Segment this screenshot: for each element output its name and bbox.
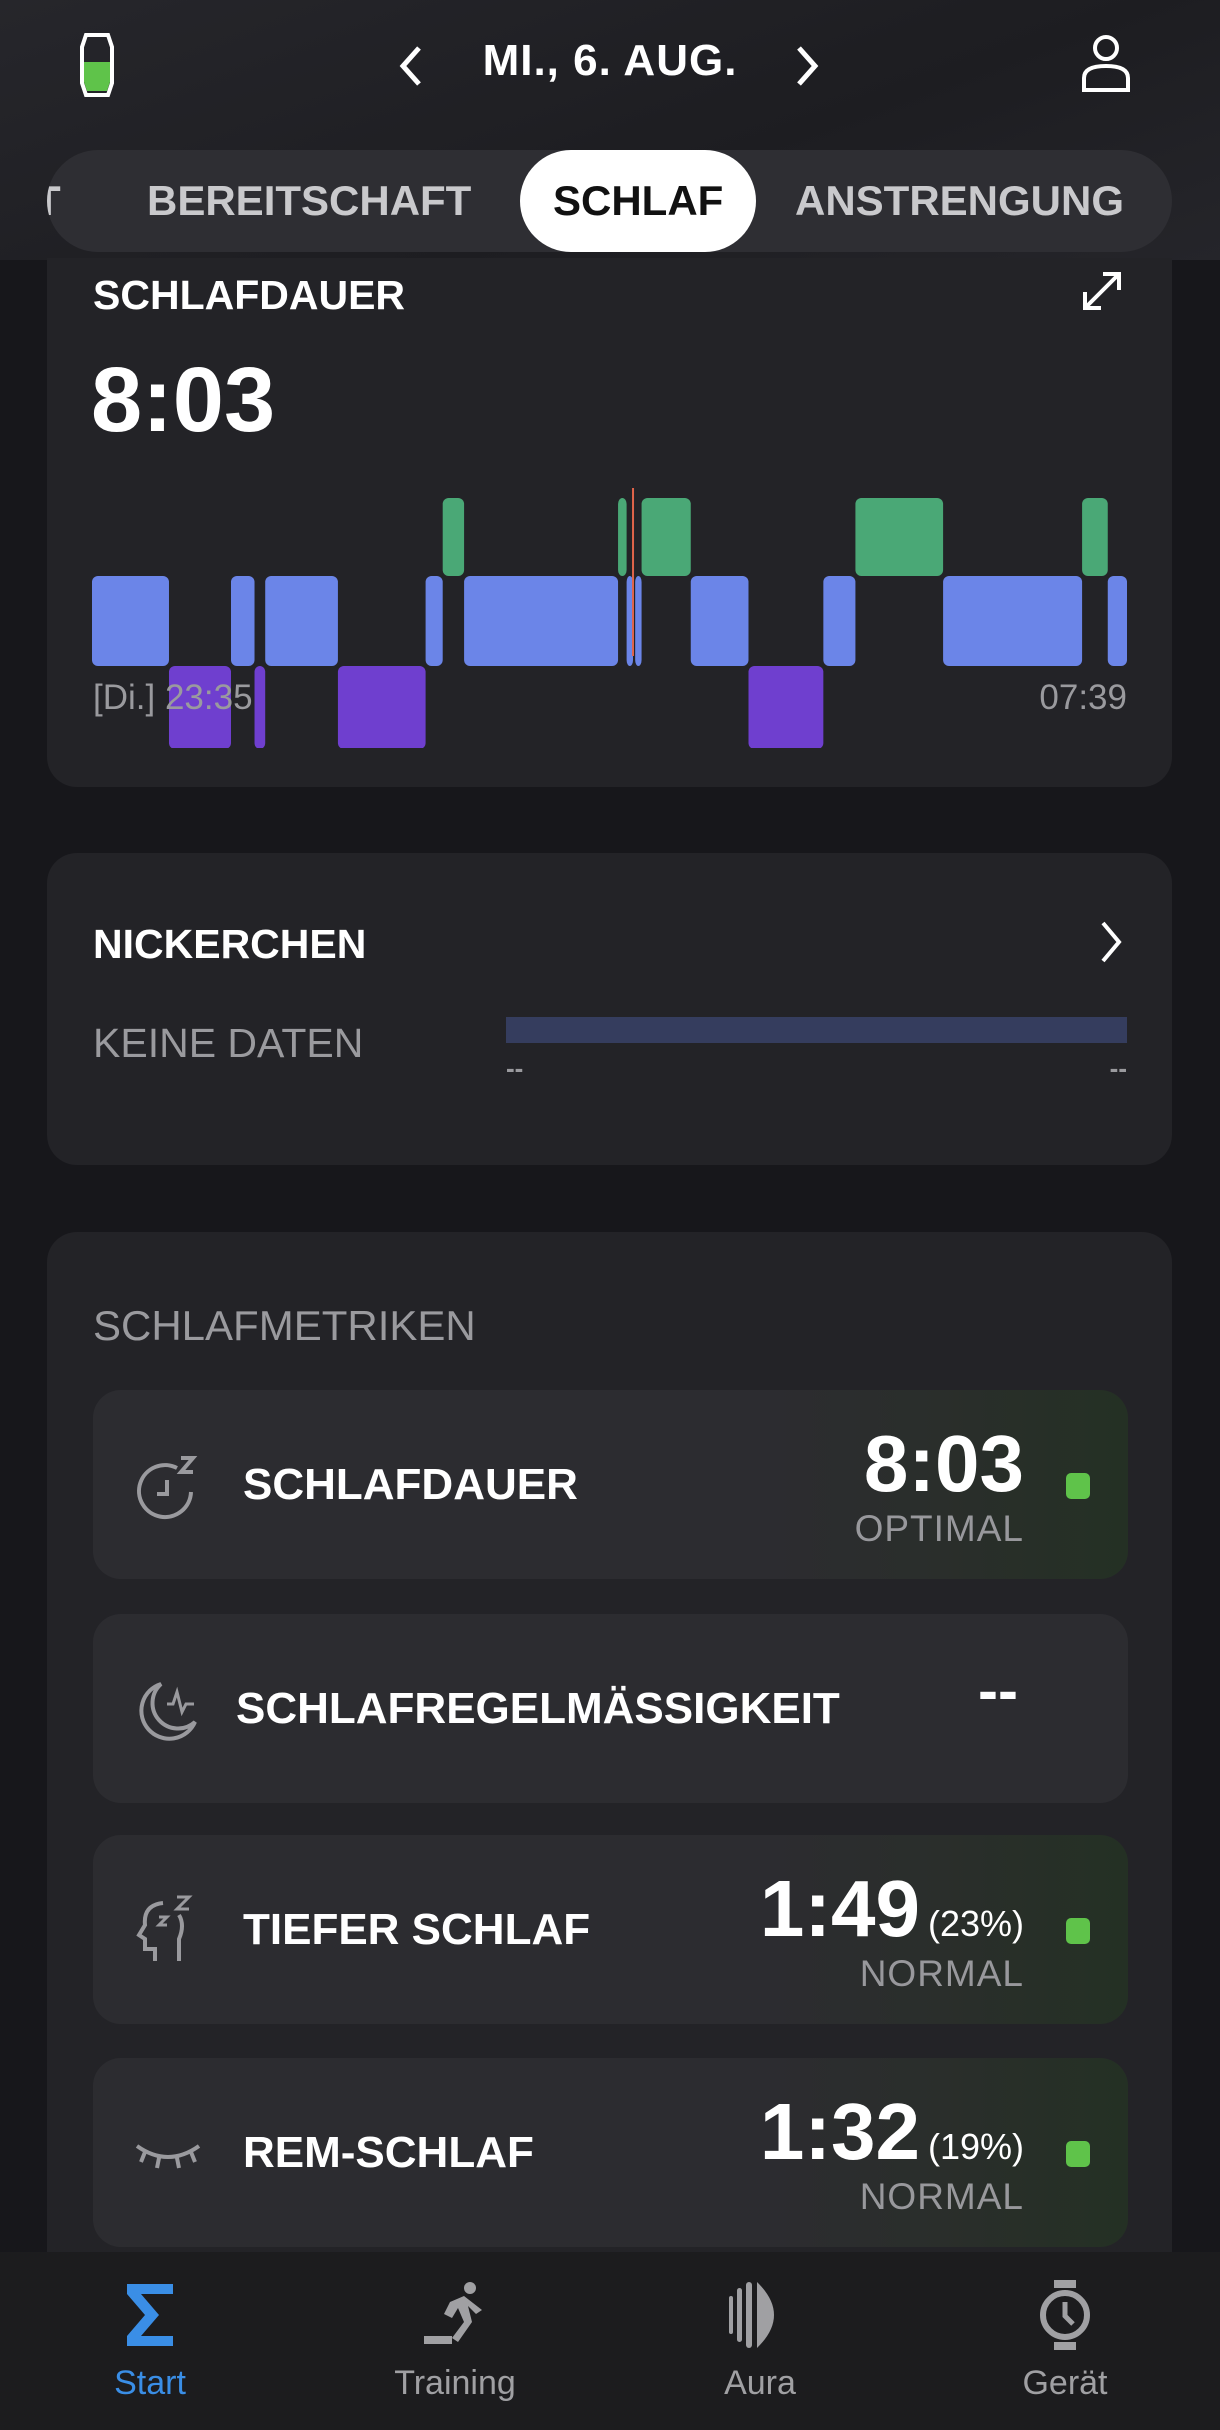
metric-label: REM-SCHLAF bbox=[243, 2128, 534, 2177]
metric-value: 8:03 bbox=[863, 1419, 1024, 1508]
hypnogram-segment-deep bbox=[337, 666, 426, 748]
metrics-title: SCHLAFMETRIKEN bbox=[93, 1302, 476, 1349]
chart-start-label: [Di.] 23:35 bbox=[93, 678, 253, 717]
nav-start[interactable]: Start bbox=[0, 2252, 300, 2430]
metric-status: NORMAL bbox=[859, 2176, 1024, 2217]
nap-end-label: -- bbox=[1109, 1053, 1127, 1083]
nap-title: NICKERCHEN bbox=[93, 921, 367, 967]
profile-icon[interactable] bbox=[1080, 32, 1132, 94]
hypnogram-segment-light bbox=[690, 576, 749, 666]
sigma-icon bbox=[127, 2284, 173, 2346]
hypnogram-segment-light bbox=[635, 576, 642, 666]
hypnogram-segment-light bbox=[1107, 576, 1127, 666]
sleep-duration-card[interactable]: SCHLAFDAUER 8:03 [Di.] 23:35 07:39 bbox=[47, 258, 1172, 787]
head-zzz-icon bbox=[136, 1895, 193, 1961]
nav-aura[interactable]: Aura bbox=[610, 2252, 910, 2430]
hypnogram-segment-light bbox=[943, 576, 1083, 666]
hypnogram-segment-light bbox=[425, 576, 443, 666]
bottom-nav: Start Training Aura Gerät bbox=[0, 2252, 1220, 2430]
hypnogram-segment-deep bbox=[168, 666, 231, 748]
nav-training[interactable]: Training bbox=[305, 2252, 605, 2430]
hypnogram-segment-deep bbox=[748, 666, 824, 748]
metric-row-sleep-regularity[interactable]: SCHLAFREGELMÄSSIGKEIT -- bbox=[93, 1614, 1128, 1803]
hypnogram-segment-light bbox=[92, 576, 169, 666]
metric-status: OPTIMAL bbox=[854, 1508, 1024, 1549]
awake-marker bbox=[632, 488, 635, 656]
metric-label: TIEFER SCHLAF bbox=[243, 1905, 591, 1954]
hypnogram-segment-light bbox=[265, 576, 338, 666]
hypnogram-segment-rem bbox=[1082, 498, 1108, 576]
status-indicator bbox=[1066, 1918, 1090, 1944]
sleep-metrics-card: SCHLAFMETRIKEN SCHLAFDAUER 8:03 OPTIMAL … bbox=[47, 1232, 1172, 2332]
aura-icon bbox=[729, 2282, 774, 2348]
nap-timeline-bar bbox=[506, 1017, 1127, 1043]
sleep-total: 8:03 bbox=[91, 349, 276, 451]
tab-schlaf[interactable]: SCHLAF bbox=[520, 150, 757, 252]
watch-battery-icon[interactable] bbox=[72, 32, 122, 98]
runner-icon bbox=[424, 2282, 482, 2344]
tab-bar: T BEREITSCHAFT SCHLAF ANSTRENGUNG bbox=[47, 150, 1172, 252]
hypnogram-chart bbox=[92, 488, 1127, 748]
date-label: MI., 6. AUG. bbox=[482, 36, 738, 85]
chevron-right-icon[interactable] bbox=[793, 44, 823, 88]
tab-anstrengung[interactable]: ANSTRENGUNG bbox=[795, 177, 1125, 224]
metric-row-sleep-duration[interactable]: SCHLAFDAUER 8:03 OPTIMAL bbox=[93, 1390, 1128, 1579]
metric-row-rem-sleep[interactable]: REM-SCHLAF 1:32 (19%) NORMAL bbox=[93, 2058, 1128, 2247]
chart-end-label: 07:39 bbox=[1039, 678, 1127, 717]
closed-eye-icon bbox=[135, 2144, 201, 2169]
metric-label: SCHLAFREGELMÄSSIGKEIT bbox=[236, 1684, 840, 1733]
metric-value: 1:32 (19%) bbox=[759, 2087, 1024, 2176]
metric-status: NORMAL bbox=[859, 1953, 1024, 1994]
nap-status: KEINE DATEN bbox=[93, 1020, 364, 1066]
nav-device[interactable]: Gerät bbox=[915, 2252, 1215, 2430]
status-indicator bbox=[1066, 1473, 1090, 1499]
metric-value: 1:49 (23%) bbox=[759, 1864, 1024, 1953]
hypnogram-segment-rem bbox=[442, 498, 465, 576]
metric-value: -- bbox=[978, 1657, 1018, 1724]
hypnogram-segment-light bbox=[823, 576, 856, 666]
hypnogram-segment-rem bbox=[641, 498, 691, 576]
clock-zzz-icon bbox=[137, 1456, 198, 1519]
tab-bereitschaft[interactable]: BEREITSCHAFT bbox=[147, 177, 472, 224]
metric-row-deep-sleep[interactable]: TIEFER SCHLAF 1:49 (23%) NORMAL bbox=[93, 1835, 1128, 2024]
watch-icon bbox=[1040, 2280, 1090, 2350]
chevron-right-icon[interactable] bbox=[1099, 919, 1125, 965]
hypnogram-segment-rem bbox=[618, 498, 627, 576]
header: MI., 6. AUG. T BEREITSCHAFT SCHLAF ANSTR… bbox=[0, 0, 1220, 260]
nap-start-label: -- bbox=[506, 1053, 524, 1083]
hypnogram-segment-rem bbox=[855, 498, 944, 576]
tab-partial[interactable]: T bbox=[47, 177, 61, 224]
hypnogram-segment-light bbox=[626, 576, 634, 666]
chevron-left-icon[interactable] bbox=[395, 44, 425, 88]
hypnogram-segment-light bbox=[464, 576, 619, 666]
status-indicator bbox=[1066, 2141, 1090, 2167]
card-title: SCHLAFDAUER bbox=[93, 272, 406, 318]
hypnogram-segment-light bbox=[230, 576, 255, 666]
metric-label: SCHLAFDAUER bbox=[243, 1460, 578, 1509]
expand-icon[interactable] bbox=[1077, 266, 1127, 316]
moon-pulse-icon bbox=[139, 1682, 197, 1741]
hypnogram-segment-deep bbox=[254, 666, 266, 748]
nap-card[interactable]: NICKERCHEN KEINE DATEN -- -- bbox=[47, 853, 1172, 1165]
